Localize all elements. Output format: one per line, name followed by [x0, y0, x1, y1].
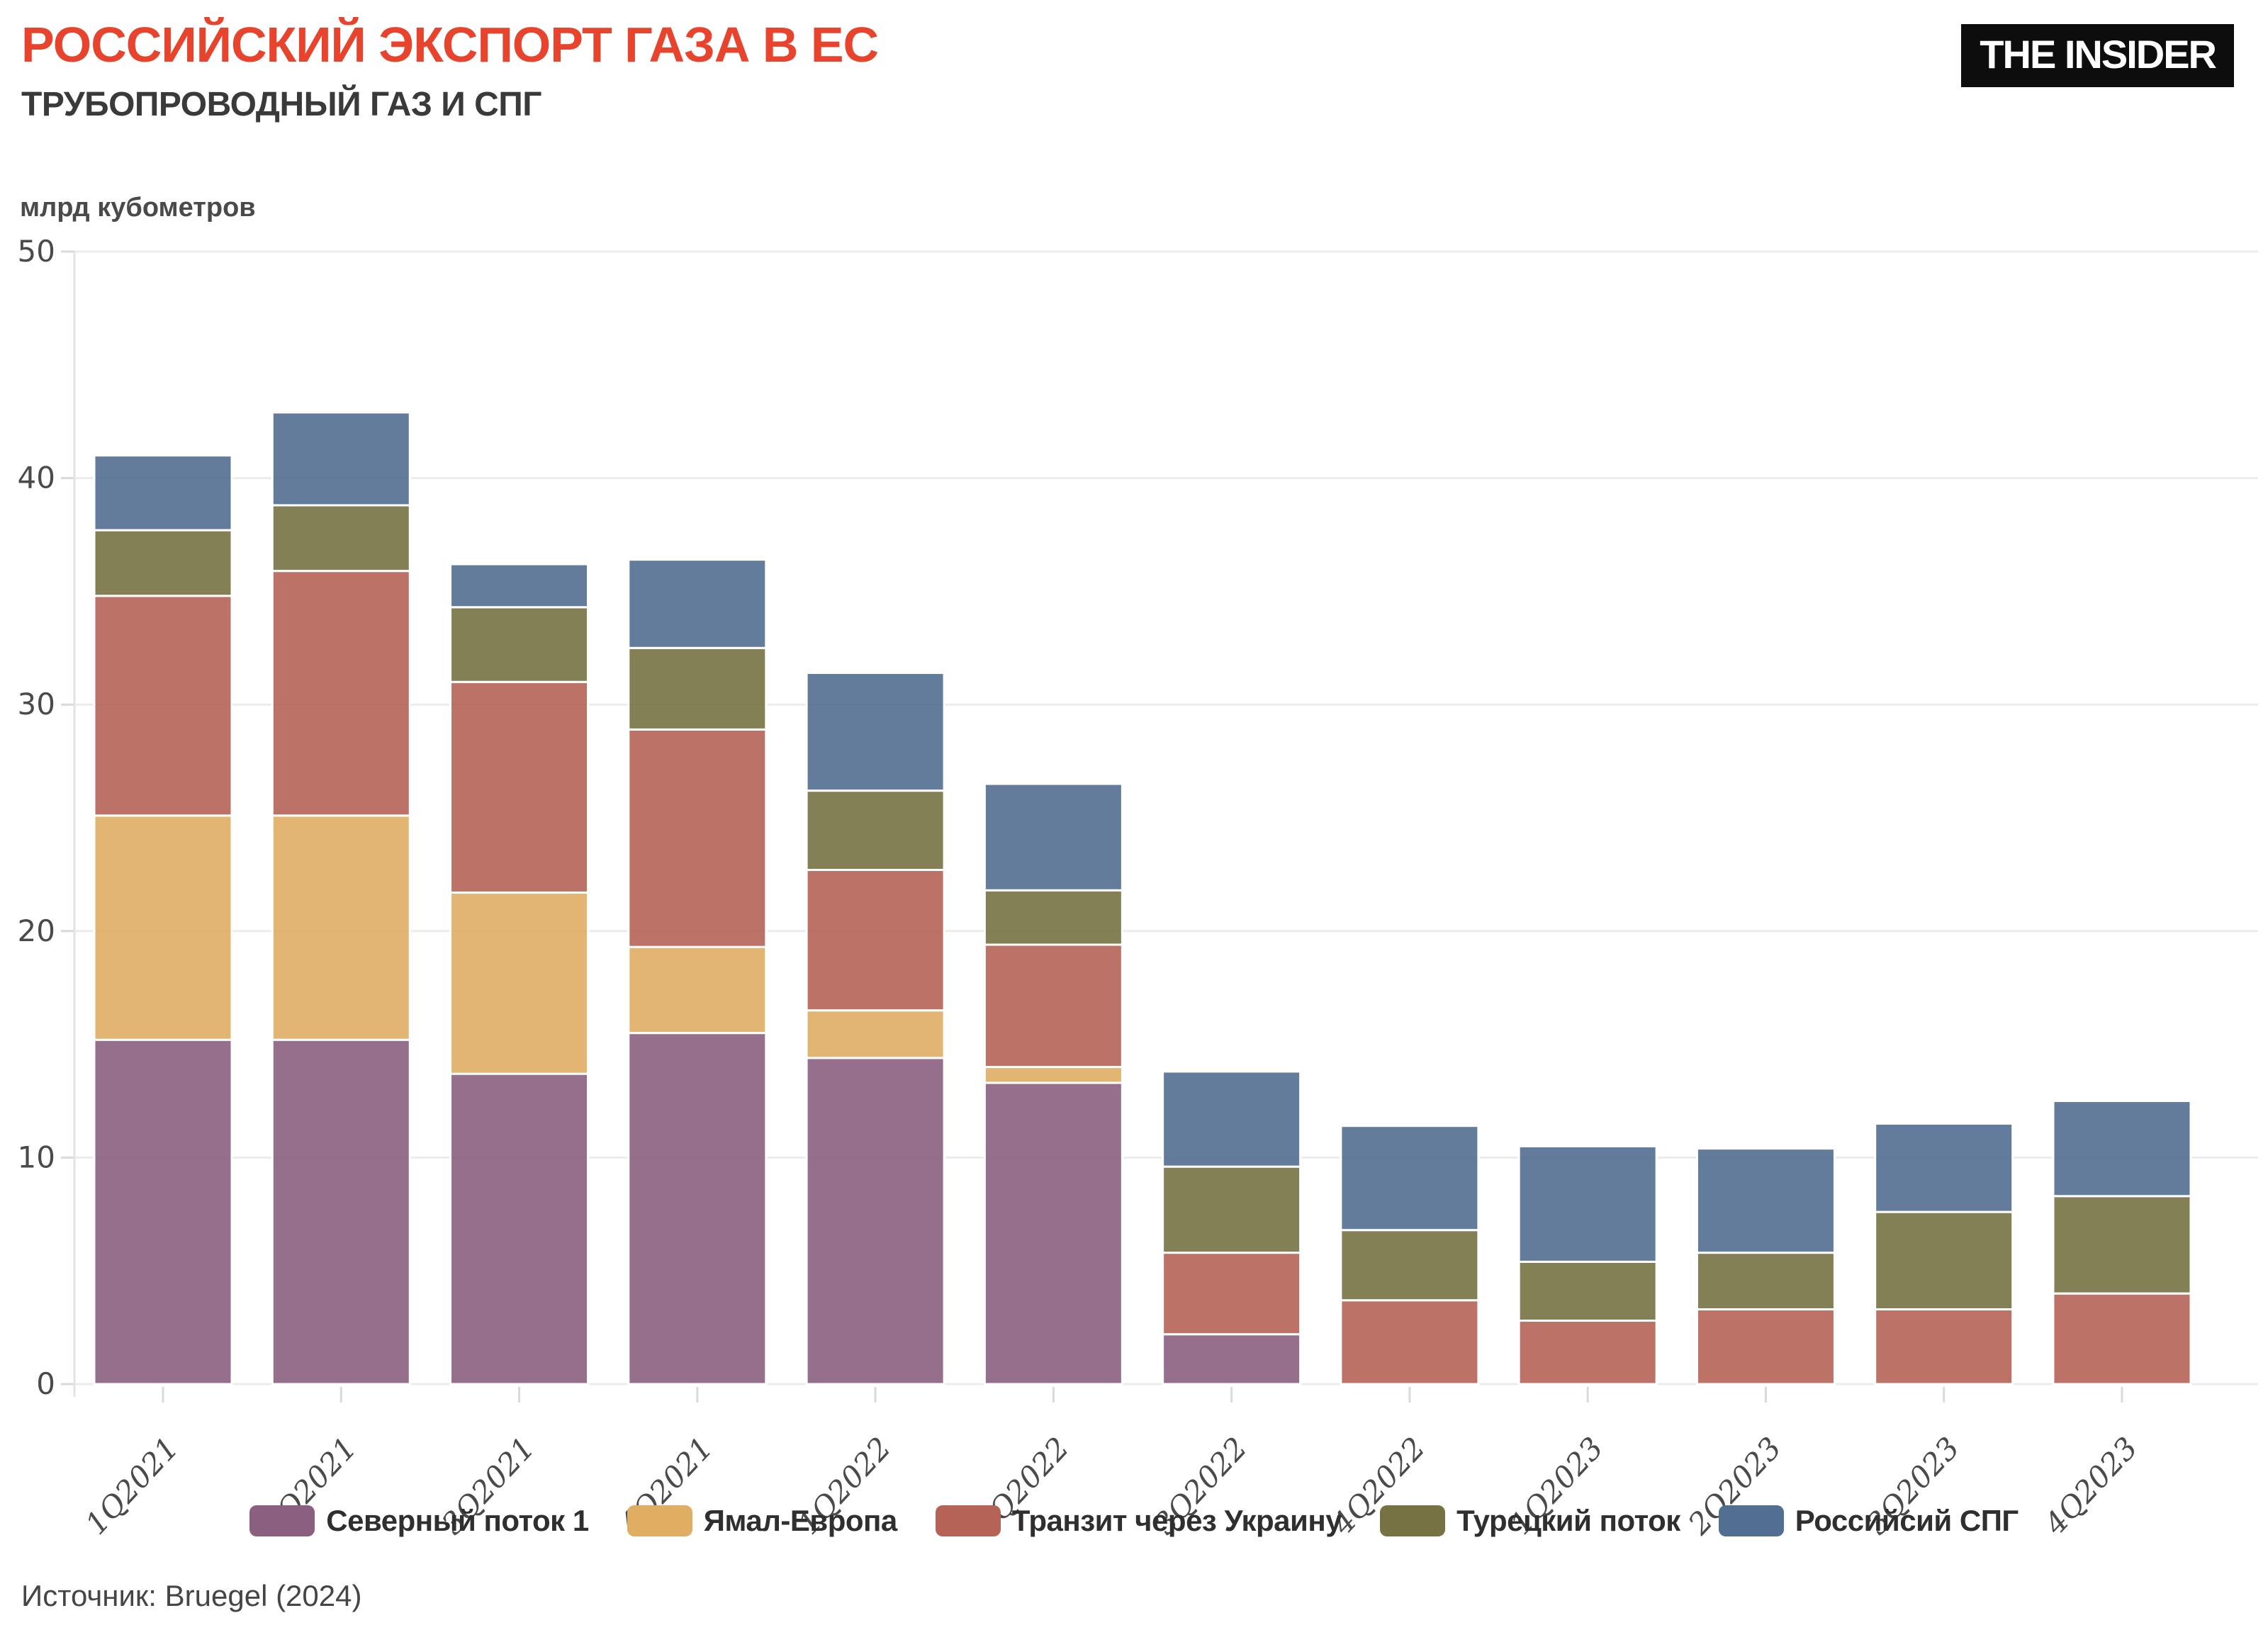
legend-item: Ямал-Европа: [627, 1504, 897, 1538]
legend-swatch: [1718, 1505, 1784, 1536]
bar-segment: [449, 563, 590, 609]
the-insider-logo: THE INSIDER: [1961, 24, 2234, 87]
bar-segment: [2052, 1292, 2192, 1386]
bar-segment: [805, 1009, 945, 1060]
source-note: Источник: Bruegel (2024): [21, 1579, 362, 1612]
bar-segment: [449, 1072, 590, 1386]
bar-segment: [271, 504, 411, 573]
chart-header: РОССИЙСКИЙ ЭКСПОРТ ГАЗА В ЕС ТРУБОПРОВОД…: [21, 17, 879, 124]
bar-segment: [1340, 1125, 1480, 1232]
bar-segment: [93, 1038, 233, 1386]
legend-item: Российсий СПГ: [1718, 1504, 2019, 1538]
bar-segment: [627, 1032, 768, 1386]
legend-label: Ямал-Европа: [703, 1504, 898, 1537]
bar-segment: [93, 814, 233, 1041]
legend-swatch: [249, 1505, 315, 1536]
legend-item: Северный поток 1: [249, 1504, 589, 1538]
legend-label: Транзит через Украину: [1011, 1504, 1342, 1537]
bar-segment: [983, 782, 1123, 892]
bar-segment: [1340, 1299, 1480, 1386]
bar-segment: [93, 454, 233, 532]
y-axis-label: 50: [18, 234, 55, 269]
bar-segment: [93, 529, 233, 597]
bar-segment: [983, 889, 1123, 946]
bar-segment: [627, 558, 768, 649]
legend-item: Транзит через Украину: [935, 1504, 1342, 1538]
bar-segment: [271, 411, 411, 507]
y-axis-label: 20: [18, 914, 55, 948]
bar-segment: [1874, 1122, 2014, 1213]
y-axis-label: 10: [18, 1140, 55, 1174]
y-axis-label: 40: [18, 461, 55, 495]
bar-segment: [449, 606, 590, 683]
bar-segment: [1340, 1229, 1480, 1302]
bar-segment: [1517, 1320, 1658, 1386]
bar-segment: [1162, 1070, 1302, 1168]
legend-swatch: [935, 1505, 1001, 1536]
bar-segment: [1695, 1308, 1836, 1386]
bar-segment: [1162, 1252, 1302, 1336]
bar-segment: [805, 789, 945, 872]
bar-segment: [983, 943, 1123, 1069]
bar-segment: [983, 1081, 1123, 1386]
y-axis-unit-label: млрд кубометров: [20, 193, 256, 223]
y-axis-label: 30: [18, 687, 55, 721]
chart-legend: Северный поток 1 Ямал-Европа Транзит через…: [0, 1504, 2268, 1538]
bar-segment: [1517, 1260, 1658, 1322]
bar-segment: [1162, 1333, 1302, 1386]
legend-item: Турецкий поток: [1380, 1504, 1680, 1538]
bar-segment: [449, 680, 590, 894]
bar-segment: [627, 728, 768, 948]
bar-segment: [93, 595, 233, 817]
legend-label: Российсий СПГ: [1795, 1504, 2019, 1537]
bar-segment: [1517, 1145, 1658, 1263]
bar-segment: [271, 1038, 411, 1386]
bar-segment: [2052, 1195, 2192, 1295]
bar-segment: [1695, 1147, 1836, 1254]
bar-segment: [1695, 1252, 1836, 1311]
legend-label: Турецкий поток: [1456, 1504, 1680, 1537]
chart-subtitle: ТРУБОПРОВОДНЫЙ ГАЗ И СПГ: [21, 86, 541, 123]
chart-title: РОССИЙСКИЙ ЭКСПОРТ ГАЗА В ЕС: [21, 17, 879, 72]
bar-segment: [271, 814, 411, 1041]
y-axis-label: 0: [36, 1366, 55, 1401]
bar-segment: [805, 671, 945, 792]
bar-segment: [805, 1057, 945, 1386]
bar-segment: [627, 646, 768, 731]
bar-segment: [2052, 1100, 2192, 1198]
legend-label: Северный поток 1: [326, 1504, 589, 1537]
bar-segment: [1874, 1308, 2014, 1386]
legend-swatch: [1380, 1505, 1446, 1536]
bar-segment: [627, 945, 768, 1035]
bar-segment: [1162, 1165, 1302, 1254]
bar-segment: [271, 570, 411, 817]
legend-swatch: [627, 1505, 692, 1536]
bar-segment: [983, 1066, 1123, 1084]
bar-segment: [1874, 1210, 2014, 1311]
bar-segment: [449, 891, 590, 1075]
bar-segment: [805, 869, 945, 1012]
